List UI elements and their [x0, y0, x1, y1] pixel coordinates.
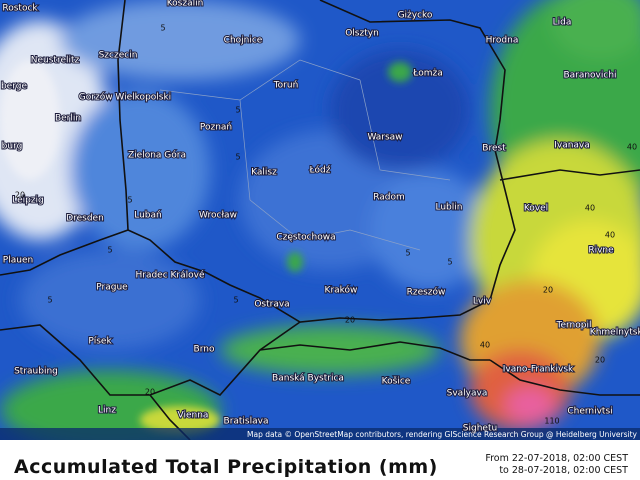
contour-label: 5	[127, 196, 132, 205]
city-label: Radom	[373, 193, 405, 203]
city-label: burg	[2, 142, 23, 152]
city-label: Bratislava	[224, 417, 269, 427]
city-label: Prague	[96, 283, 128, 293]
city-label: Brno	[194, 345, 215, 355]
city-label: Baranovichi	[563, 71, 616, 81]
city-label: Poznań	[200, 123, 232, 133]
city-label: Brest	[482, 144, 506, 154]
date-to: to 28-07-2018, 02:00 CEST	[499, 465, 628, 476]
footer: Accumulated Total Precipitation (mm) Fro…	[0, 440, 640, 480]
contour-label: 20	[543, 286, 553, 295]
city-label: Kalisz	[251, 168, 277, 178]
contour-label: 20	[145, 388, 155, 397]
contour-label: 5	[160, 24, 165, 33]
city-label: Lublin	[436, 203, 463, 213]
city-label: Neustrelitz	[31, 56, 80, 66]
city-label: Zielona Góra	[128, 150, 186, 161]
city-label: Plauen	[3, 256, 33, 266]
city-label: Lida	[553, 18, 572, 28]
city-label: Szczecin	[99, 51, 138, 61]
city-label: Leipzig	[12, 196, 44, 206]
city-label: Ivano-Frankivsk	[503, 365, 574, 375]
city-label: Berlin	[55, 114, 81, 124]
contour-label: 40	[627, 143, 637, 152]
city-label: Hrodna	[486, 36, 519, 46]
city-label: Khmelnytskyi	[590, 328, 640, 338]
city-label: Olsztyn	[345, 29, 379, 39]
contour-label: 20	[595, 356, 605, 365]
city-label: Linz	[98, 406, 116, 416]
city-label: Warsaw	[367, 133, 402, 143]
contour-label: 5	[447, 258, 452, 267]
city-label: Giżycko	[398, 11, 433, 21]
city-label: Banská Bystrica	[272, 374, 344, 384]
contour-label: 5	[107, 246, 112, 255]
city-label: Chernivtsi	[567, 407, 612, 417]
city-label: berge	[1, 82, 28, 92]
city-label: Kovel	[524, 204, 548, 214]
contour-label: 40	[605, 231, 615, 240]
city-label: Gorzów Wielkopolski	[79, 92, 171, 103]
contour-label: 40	[585, 204, 595, 213]
city-label: Toruń	[273, 81, 299, 91]
date-from: From 22-07-2018, 02:00 CEST	[485, 453, 628, 464]
city-label: Lubań	[134, 211, 162, 221]
city-label: Hradec Králové	[135, 270, 204, 281]
city-label: Ostrava	[254, 300, 289, 310]
city-label: Rivne	[588, 246, 614, 256]
map-title: Accumulated Total Precipitation (mm)	[14, 456, 438, 478]
city-label: Svalyava	[447, 389, 488, 399]
city-label: Rzeszów	[407, 287, 446, 298]
contour-label: 5	[235, 106, 240, 115]
contour-label: 40	[480, 341, 490, 350]
city-label: Kraków	[325, 285, 358, 296]
city-label: Dresden	[66, 214, 104, 224]
city-label: Ternopil	[556, 321, 592, 331]
contour-label: 20	[15, 191, 25, 200]
city-label: Wrocław	[199, 211, 237, 221]
date-range: From 22-07-2018, 02:00 CEST to 28-07-201…	[485, 453, 628, 477]
city-label: Ivanava	[554, 141, 590, 151]
city-label: Písek	[88, 337, 112, 347]
city-label: Częstochowa	[276, 233, 335, 243]
city-label: Rostock	[2, 4, 38, 14]
city-label: Lviv	[473, 297, 492, 307]
city-label: Straubing	[14, 367, 58, 377]
city-label: Sighetu	[463, 424, 497, 434]
contour-label: 20	[345, 316, 355, 325]
attribution: Map data © OpenStreetMap contributors, r…	[247, 430, 637, 439]
contour-label: 5	[405, 249, 410, 258]
city-label: Chojnice	[224, 36, 263, 46]
city-label: Łomża	[412, 69, 443, 79]
contour-label: 5	[233, 296, 238, 305]
city-label: Košice	[382, 376, 411, 387]
contour-label: 5	[235, 153, 240, 162]
city-label: Vienna	[178, 411, 209, 421]
precipitation-map: Rostock Koszalin Giżycko Lida Chojnice Olszty…	[0, 0, 640, 450]
contour-label: 110	[544, 417, 559, 426]
contour-label: 5	[47, 296, 52, 305]
city-label: Koszalin	[167, 0, 204, 9]
city-label: Łódź	[308, 165, 330, 176]
